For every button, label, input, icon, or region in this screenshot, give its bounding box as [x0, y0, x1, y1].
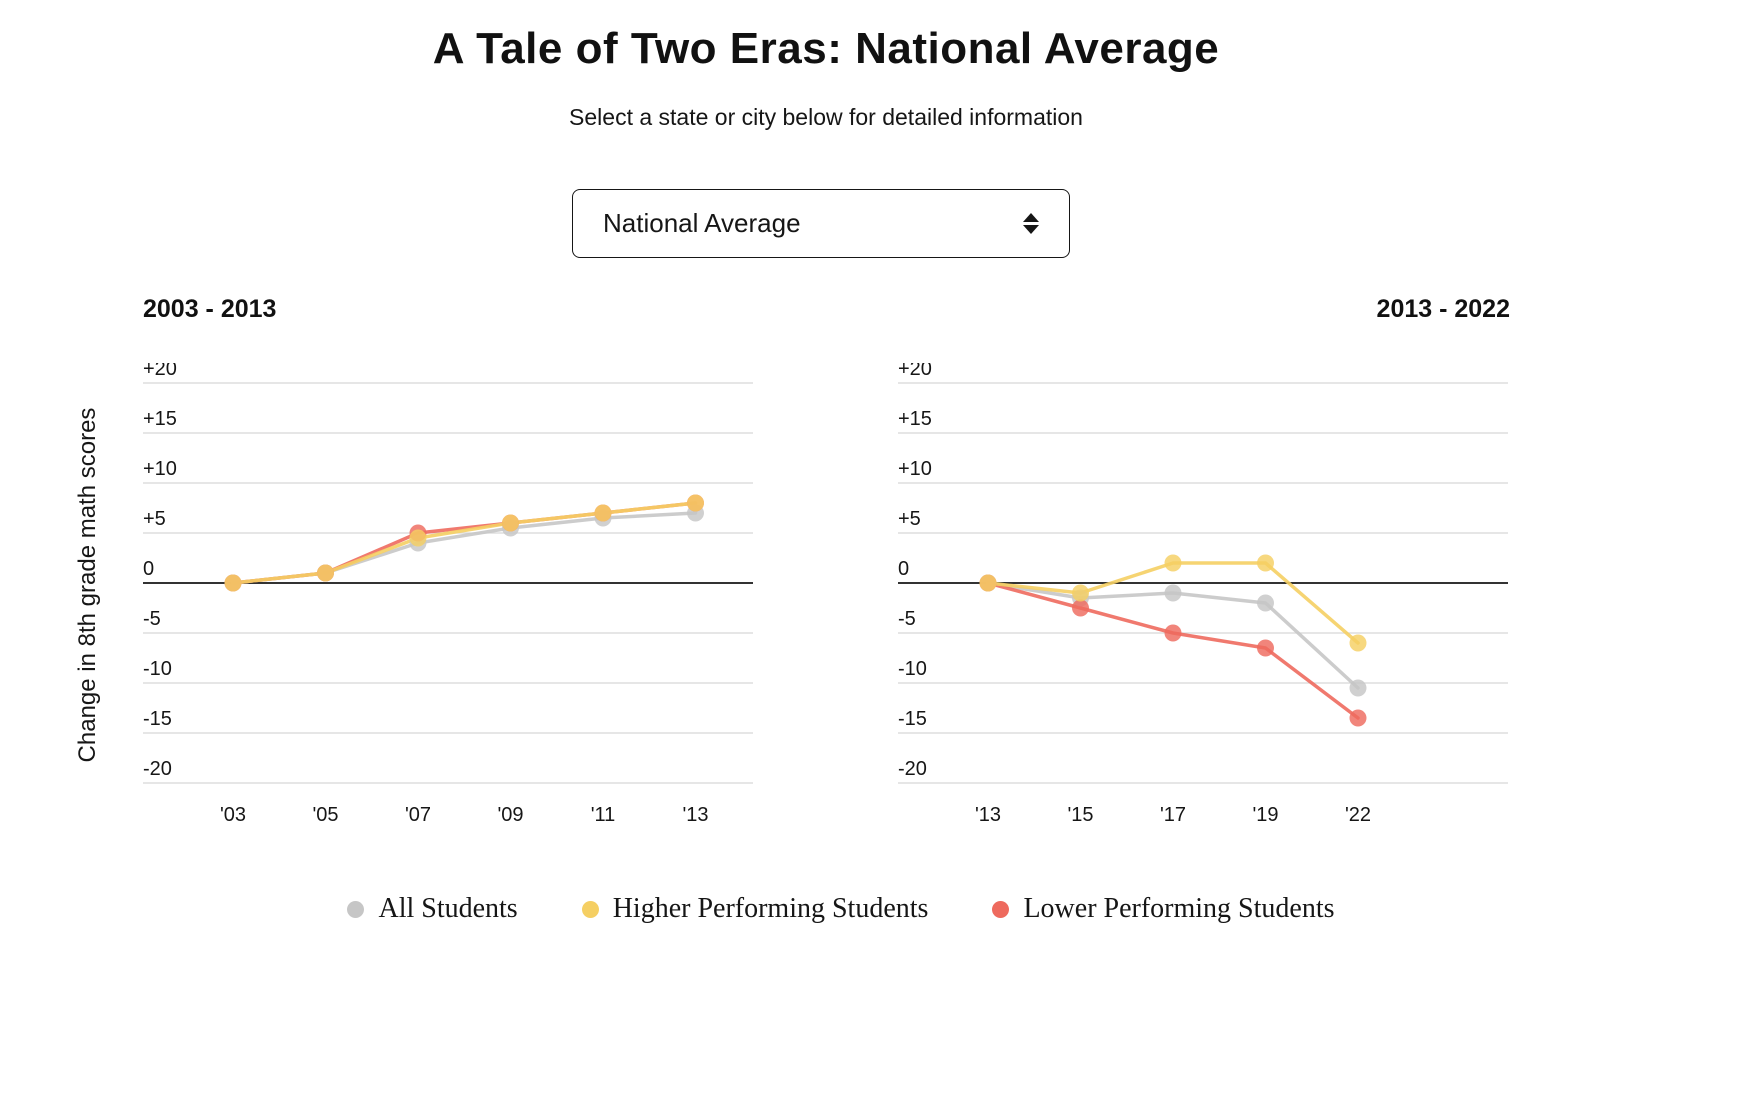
y-tick-label: -10 [898, 658, 927, 680]
y-tick-label: -5 [143, 608, 161, 630]
legend-item-higher-performing: Higher Performing Students [581, 893, 929, 925]
y-tick-label: +5 [898, 508, 921, 530]
page-title: A Tale of Two Eras: National Average [432, 24, 1220, 73]
state-selector[interactable]: National Average [572, 189, 1070, 258]
y-tick-label: +5 [143, 508, 166, 530]
data-point [1257, 554, 1274, 572]
legend-label: Higher Performing Students [612, 893, 929, 924]
legend-label: All Students [378, 893, 518, 924]
series-line [231, 501, 698, 585]
x-tick-label: '13 [975, 804, 1001, 826]
x-tick-label: '19 [1252, 804, 1278, 826]
data-point [1349, 634, 1367, 652]
y-axis-label: Change in 8th grade math scores [74, 407, 101, 763]
y-tick-label: -20 [143, 758, 172, 780]
y-tick-label: +20 [898, 363, 932, 380]
chart-title-2003-2013: 2003 - 2013 [143, 295, 277, 323]
y-tick-label: 0 [898, 558, 909, 580]
chart-legend: All Students Higher Performing Students … [0, 893, 1682, 925]
y-tick-label: -10 [143, 658, 172, 680]
chart-title-2013-2022: 2013 - 2022 [1376, 295, 1510, 323]
data-point [594, 504, 612, 522]
data-point [1257, 639, 1274, 657]
data-point [317, 564, 334, 582]
legend-item-lower-performing: Lower Performing Students [992, 893, 1335, 925]
state-selector-value: National Average [603, 208, 801, 238]
all-students-dot-icon [347, 900, 365, 918]
line-chart-2013-2022: +20 +15 +10 +5 0 -5 -10 -15 -20 '13 '15 '17 '19 '22 [898, 363, 1508, 826]
data-point [409, 529, 427, 547]
series-line [231, 511, 698, 585]
x-tick-label: '17 [1160, 804, 1186, 826]
data-point [1349, 679, 1367, 697]
y-tick-label: -5 [898, 608, 916, 630]
x-tick-label: '11 [591, 804, 616, 826]
x-tick-label: '15 [1067, 804, 1093, 826]
x-tick-label: '22 [1345, 804, 1371, 826]
data-point [1164, 624, 1182, 642]
line-chart-2003-2013: +20 +15 +10 +5 0 -5 -10 -15 -20 '03 '05 '07 '09 '11 '1… [143, 363, 753, 826]
data-point [1072, 584, 1089, 602]
y-tick-label: +10 [143, 458, 177, 480]
x-tick-label: '05 [312, 804, 338, 826]
data-point [1072, 599, 1089, 617]
x-tick-label: '07 [405, 804, 431, 826]
data-point [1164, 554, 1182, 572]
data-point [687, 494, 704, 512]
y-tick-label: -20 [898, 758, 927, 780]
data-point [979, 574, 997, 592]
y-tick-label: 0 [143, 558, 154, 580]
lower-performing-dot-icon [992, 900, 1010, 918]
higher-performing-dot-icon [581, 900, 599, 918]
up-down-arrows-icon [1023, 213, 1039, 234]
y-tick-label: +10 [898, 458, 932, 480]
data-point [1349, 709, 1367, 727]
y-tick-label: -15 [143, 708, 172, 730]
legend-label: Lower Performing Students [1023, 893, 1335, 924]
page-subtitle: Select a state or city below for detaile… [569, 104, 1083, 130]
y-tick-label: -15 [898, 708, 927, 730]
x-tick-label: '03 [220, 804, 246, 826]
x-tick-label: '09 [497, 804, 523, 826]
y-tick-label: +20 [143, 363, 177, 380]
x-tick-label: '13 [682, 804, 708, 826]
legend-item-all-students: All Students [347, 893, 518, 925]
data-point [502, 514, 519, 532]
data-point [1257, 594, 1274, 612]
y-tick-label: +15 [898, 408, 932, 430]
data-point [224, 574, 242, 592]
data-point [1164, 584, 1182, 602]
y-tick-label: +15 [143, 408, 177, 430]
series-line [986, 581, 1360, 720]
